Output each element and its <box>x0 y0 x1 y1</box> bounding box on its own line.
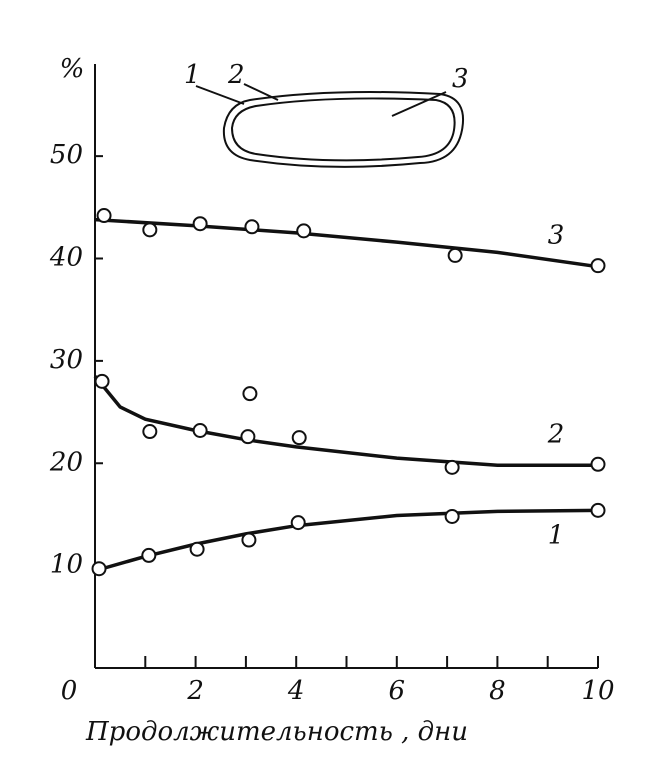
y-axis-label: % <box>60 54 85 84</box>
fit-curve <box>93 375 598 468</box>
x-tick-label: 10 <box>581 676 614 706</box>
x-tick-label: 6 <box>389 676 406 706</box>
inset-label: 1 <box>184 60 201 90</box>
curve-label: 3 <box>548 221 565 251</box>
data-point <box>91 561 107 577</box>
pointer <box>195 85 245 105</box>
data-point <box>590 502 606 518</box>
inner-shell <box>230 97 456 162</box>
data-point <box>142 424 158 440</box>
pointer <box>243 83 279 101</box>
inset-label: 3 <box>452 64 469 94</box>
y-tick-label: 10 <box>50 550 83 580</box>
inset-label: 2 <box>227 60 245 90</box>
curve-label: 1 <box>548 520 565 550</box>
data-point <box>444 459 460 475</box>
data-point <box>142 222 158 238</box>
pointer <box>391 91 447 117</box>
x-tick-label: 4 <box>287 676 305 706</box>
data-point <box>444 508 460 524</box>
x-tick-label: 0 <box>61 676 78 706</box>
data-point <box>96 208 112 224</box>
data-point <box>141 547 157 563</box>
data-point <box>296 223 312 239</box>
data-point <box>189 541 205 557</box>
outer-shell <box>222 91 464 168</box>
x-tick-label: 2 <box>186 676 204 706</box>
data-point <box>290 515 306 531</box>
data-point <box>240 429 256 445</box>
data-point <box>192 422 208 438</box>
data-point <box>447 247 463 263</box>
y-tick-label: 40 <box>49 243 83 273</box>
x-axis-label: Продолжительность , дни <box>85 717 468 747</box>
data-point <box>590 456 606 472</box>
y-tick-label: 20 <box>49 447 83 477</box>
curve-label: 2 <box>547 419 565 449</box>
data-point <box>244 219 260 235</box>
fit-curve <box>94 217 599 269</box>
data-point <box>590 258 606 274</box>
data-point <box>242 386 258 402</box>
fit-curve <box>94 508 599 573</box>
y-tick-label: 30 <box>50 345 83 375</box>
x-tick-label: 8 <box>489 676 506 706</box>
data-point <box>291 430 307 446</box>
inset-diagram <box>195 83 464 168</box>
data-point <box>241 532 257 548</box>
data-point <box>94 373 110 389</box>
data-point <box>192 216 208 232</box>
y-tick-label: 50 <box>50 140 83 170</box>
